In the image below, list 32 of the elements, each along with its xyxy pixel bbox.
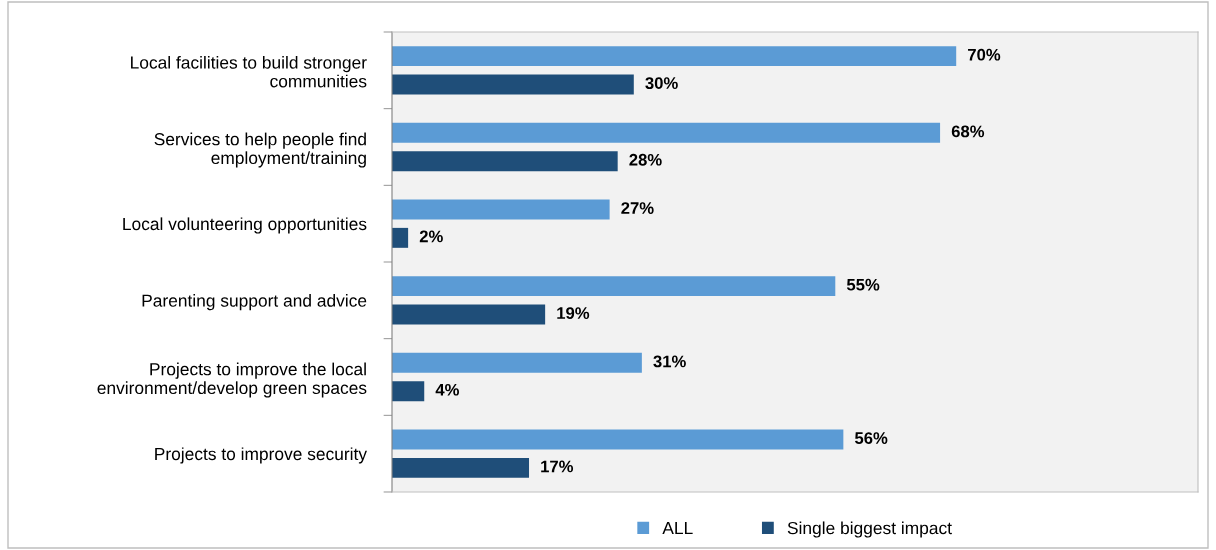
bar <box>392 429 844 450</box>
y-tick-label: Services to help people find employment/training <box>154 132 366 168</box>
data-label: 68% <box>951 125 985 138</box>
data-label: 28% <box>629 153 662 166</box>
data-label: 2% <box>419 230 443 243</box>
bar <box>392 381 425 402</box>
bar <box>392 352 642 373</box>
y-tick-label: Local facilities to build stronger communities <box>131 55 367 88</box>
bar <box>392 457 530 478</box>
data-label: 55% <box>846 278 880 291</box>
y-tick-label: Projects to improve security <box>155 447 367 464</box>
y-tick-label: Parenting support and advice <box>142 294 367 311</box>
data-label: 27% <box>621 202 654 214</box>
y-tick-label: Local volunteering opportunities <box>123 217 367 234</box>
bar <box>392 227 409 248</box>
data-label: 70% <box>968 48 1001 61</box>
bar <box>392 199 610 220</box>
data-label: 4% <box>435 383 459 396</box>
bar <box>392 151 618 172</box>
bar <box>392 74 634 95</box>
bar <box>392 276 836 297</box>
bar <box>392 46 957 67</box>
bar <box>392 304 546 325</box>
bar <box>392 122 941 143</box>
data-label: 30% <box>645 77 678 90</box>
data-label: 17% <box>541 460 574 473</box>
legend-label: Single biggest impact <box>787 521 952 538</box>
data-label: 56% <box>854 432 888 444</box>
data-label: 31% <box>653 355 686 368</box>
y-tick-label: Projects to improve the local environment/develop green spaces <box>97 362 367 398</box>
data-label: 19% <box>557 307 590 319</box>
legend-label: ALL <box>662 522 693 535</box>
